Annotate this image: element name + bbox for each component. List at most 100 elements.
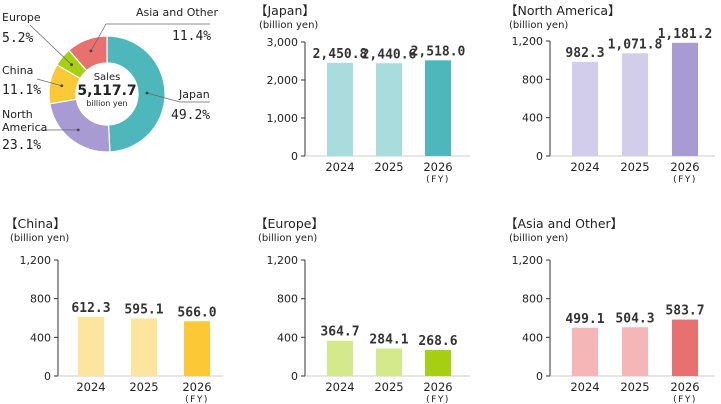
y-axis-unit: (billion yen)	[509, 20, 569, 31]
x-category-label: 2026	[423, 160, 452, 174]
europe-bar-chart: 【Europe】 (billion yen) 0 400 800 1,200 364.7 20…	[255, 213, 480, 404]
bar-value-label: 1,071.8	[608, 37, 663, 52]
x-category-label: 2024	[570, 160, 599, 174]
y-tick-label: 3,000	[267, 36, 299, 49]
bar-2025	[131, 318, 157, 376]
pie-label-asia-other: Asia and Other	[136, 6, 218, 19]
y-tick-label: 1,200	[512, 35, 544, 48]
x-category-label: 2024	[570, 380, 599, 394]
bar-value-label: 268.6	[418, 334, 457, 349]
pie-label-north-america-line2: America	[2, 121, 48, 134]
bar-value-label: 583.7	[665, 304, 704, 319]
y-tick-label: 800	[522, 73, 543, 86]
x-category-label: 2026	[423, 380, 452, 394]
y-tick-label: 1,000	[267, 112, 299, 125]
bar-value-label: 1,181.2	[658, 27, 713, 42]
bar-value-label: 566.0	[177, 305, 216, 320]
pie-pct-europe: 5.2%	[2, 31, 34, 46]
y-axis-unit: (billion yen)	[259, 20, 319, 31]
bar-value-label: 364.7	[320, 325, 359, 340]
fiscal-year-note: (FY)	[185, 395, 209, 404]
bar-2025	[622, 53, 648, 157]
x-category-label: 2025	[620, 160, 649, 174]
bar-2025	[622, 327, 648, 376]
chart-title: 【Europe】	[255, 216, 324, 231]
pie-pct-japan: 49.2%	[171, 108, 211, 123]
bar-chart-svg: 0 400 800 1,200 364.7 2024 284.1 2025 268.6 2026(…	[267, 254, 470, 404]
y-tick-label: 0	[291, 370, 298, 383]
bar-chart-svg: 0 400 800 1,200 612.3 2024 595.1 2025 566.0 2026(…	[20, 254, 223, 404]
bar-2026	[425, 350, 451, 376]
pie-leader-dot	[145, 91, 149, 95]
y-tick-label: 400	[30, 331, 51, 344]
y-tick-label: 2,000	[267, 74, 299, 87]
bar-2024	[78, 316, 104, 376]
china-bar-chart: 【China】 (billion yen) 0 400 800 1,200 612.3 202…	[5, 213, 230, 404]
bar-2024	[572, 61, 598, 156]
x-category-label: 2026	[182, 380, 211, 394]
x-category-label: 2025	[374, 380, 403, 394]
bar-2026	[672, 319, 698, 376]
bar-chart-svg: 0 400 800 1,200 499.1 2024 504.3 2025 583.7 2026(…	[512, 254, 715, 404]
bar-value-label: 612.3	[71, 301, 110, 316]
y-tick-label: 0	[291, 150, 298, 163]
pie-leader-line	[36, 78, 62, 87]
asia-other-bar-chart: 【Asia and Other】 (billion yen) 0 400 800 1,20…	[505, 213, 721, 404]
bar-value-label: 982.3	[565, 46, 604, 61]
pie-leader-line	[29, 24, 72, 65]
donut-center-value: 5,117.7	[77, 83, 137, 99]
bar-chart-svg: 0 1,000 2,000 3,000 2,450.8 2024 2,440.6 2025 2,…	[267, 36, 470, 185]
bar-value-label: 2,440.6	[362, 47, 417, 62]
bar-2026	[425, 60, 451, 157]
y-axis-unit: (billion yen)	[509, 233, 569, 244]
x-category-label: 2024	[325, 160, 354, 174]
fiscal-year-note: (FY)	[426, 175, 450, 185]
x-category-label: 2026	[670, 380, 699, 394]
y-tick-label: 400	[522, 331, 543, 344]
x-category-label: 2025	[374, 160, 403, 174]
donut-center-title: Sales	[93, 72, 121, 83]
pie-pct-asia-other: 11.4%	[172, 29, 212, 44]
y-tick-label: 400	[277, 331, 298, 344]
x-category-label: 2025	[129, 380, 158, 394]
bar-2026	[672, 42, 698, 156]
y-tick-label: 800	[277, 293, 298, 306]
bar-value-label: 284.1	[369, 333, 408, 348]
pie-pct-north-america: 23.1%	[2, 138, 42, 153]
pie-leader-dot	[89, 49, 93, 53]
pie-pct-china: 11.1%	[2, 83, 42, 98]
north-america-bar-chart: 【North America】 (billion yen) 0 400 800 1,200…	[505, 0, 721, 195]
bar-2025	[376, 63, 402, 156]
pie-label-japan: Japan	[179, 88, 210, 101]
bar-value-label: 504.3	[615, 311, 654, 326]
x-category-label: 2024	[325, 380, 354, 394]
x-category-label: 2024	[76, 380, 105, 394]
y-axis-unit: (billion yen)	[258, 233, 318, 244]
pie-leader-dot	[76, 128, 80, 132]
bar-2024	[327, 62, 353, 156]
pie-label-china: China	[2, 64, 34, 77]
x-category-label: 2026	[670, 160, 699, 174]
x-category-label: 2025	[620, 380, 649, 394]
donut-center-unit: billion yen	[86, 99, 128, 108]
japan-bar-chart: 【Japan】 (billion yen) 0 1,000 2,000 3,000 2,45…	[255, 0, 480, 195]
bar-2025	[376, 348, 402, 376]
y-tick-label: 800	[30, 293, 51, 306]
fiscal-year-note: (FY)	[673, 175, 697, 185]
chart-title: 【North America】	[505, 3, 621, 18]
pie-leader-line	[146, 92, 210, 103]
y-tick-label: 800	[522, 293, 543, 306]
bar-value-label: 2,518.0	[411, 44, 466, 59]
bar-value-label: 499.1	[565, 312, 604, 327]
chart-title: 【China】	[5, 216, 66, 231]
chart-title: 【Japan】	[255, 3, 315, 18]
fiscal-year-note: (FY)	[673, 395, 697, 404]
y-tick-label: 0	[536, 150, 543, 163]
bar-value-label: 2,450.8	[313, 47, 368, 62]
y-tick-label: 0	[44, 370, 51, 383]
y-tick-label: 1,200	[20, 254, 52, 267]
donut-center: Sales 5,117.7 billion yen	[76, 72, 138, 108]
fiscal-year-note: (FY)	[426, 395, 450, 404]
pie-leader-dot	[60, 84, 64, 88]
bar-2026	[184, 321, 210, 376]
